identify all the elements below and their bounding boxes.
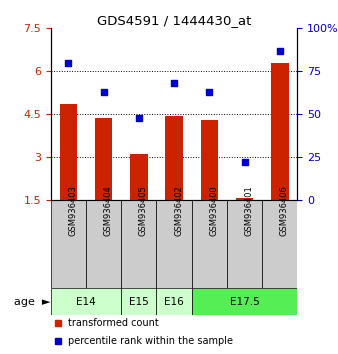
Point [242, 159, 247, 165]
Bar [271, 63, 289, 200]
Bar [51, 288, 121, 315]
Text: GSM936402: GSM936402 [174, 185, 183, 236]
Bar [121, 288, 156, 315]
Bar [51, 200, 86, 288]
Bar [59, 104, 77, 200]
Text: age  ►: age ► [14, 297, 51, 307]
Text: percentile rank within the sample: percentile rank within the sample [68, 336, 233, 346]
Title: GDS4591 / 1444430_at: GDS4591 / 1444430_at [97, 14, 251, 27]
Text: E14: E14 [76, 297, 96, 307]
Bar [192, 200, 227, 288]
Bar [165, 115, 183, 200]
Text: transformed count: transformed count [68, 318, 159, 328]
Bar [262, 200, 297, 288]
Text: GSM936403: GSM936403 [68, 185, 77, 236]
Text: GSM936400: GSM936400 [209, 185, 218, 236]
Bar [227, 200, 262, 288]
Text: GSM936405: GSM936405 [139, 185, 148, 236]
Bar [121, 200, 156, 288]
Bar [156, 200, 192, 288]
Text: GSM936401: GSM936401 [245, 185, 254, 236]
Point [171, 80, 177, 86]
Point [136, 115, 142, 120]
Text: GSM936404: GSM936404 [103, 185, 113, 236]
Bar [236, 199, 254, 200]
Point [277, 48, 283, 53]
Point [66, 60, 71, 65]
Text: E16: E16 [164, 297, 184, 307]
Text: E17.5: E17.5 [230, 297, 260, 307]
Bar [95, 118, 112, 200]
Bar [192, 288, 297, 315]
Point [101, 89, 106, 95]
Bar [156, 288, 192, 315]
Bar [86, 200, 121, 288]
Text: GSM936406: GSM936406 [280, 185, 289, 236]
Point [207, 89, 212, 95]
Bar [130, 154, 148, 200]
Text: E15: E15 [129, 297, 149, 307]
Bar [200, 120, 218, 200]
